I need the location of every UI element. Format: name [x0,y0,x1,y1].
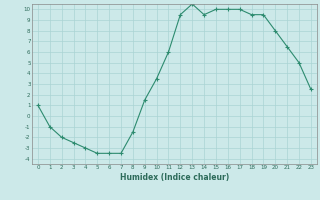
X-axis label: Humidex (Indice chaleur): Humidex (Indice chaleur) [120,173,229,182]
